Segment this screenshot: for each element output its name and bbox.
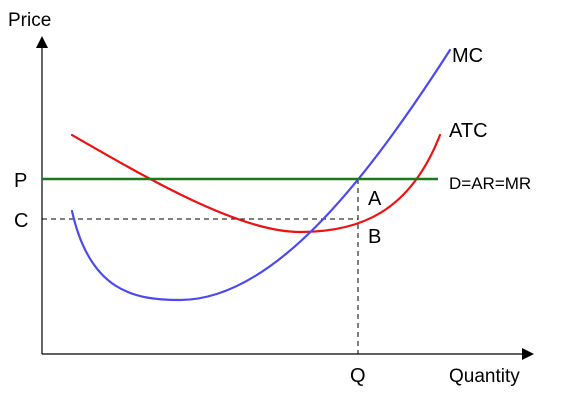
mc-curve <box>70 48 452 302</box>
atc-label: ATC <box>449 120 488 142</box>
point-b-label: B <box>368 226 381 248</box>
atc-curve <box>70 133 442 234</box>
cost-label: C <box>14 210 28 232</box>
mc-label: MC <box>452 45 483 67</box>
quantity-q-label: Q <box>350 365 366 387</box>
price-label: P <box>14 170 27 192</box>
x-axis-title: Quantity <box>449 366 520 387</box>
demand-label: D=AR=MR <box>449 174 531 193</box>
point-a-label: A <box>368 188 382 210</box>
y-axis-title: Price <box>8 10 51 31</box>
